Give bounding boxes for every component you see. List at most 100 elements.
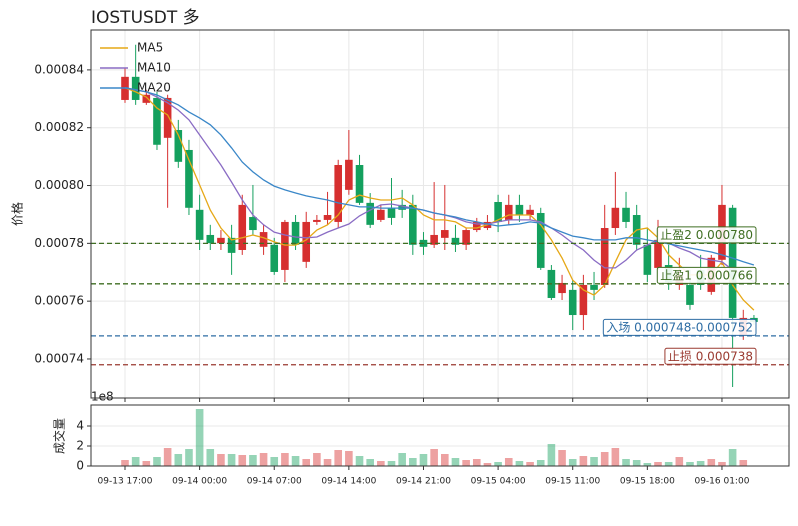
volume-bar bbox=[249, 455, 257, 466]
level-label: 止盈1 0.000766 bbox=[660, 268, 753, 282]
y-tick-label: 0.00084 bbox=[34, 62, 84, 76]
volume-bar bbox=[526, 462, 534, 466]
candle-body bbox=[494, 202, 502, 222]
x-tick-label: 09-14 00:00 bbox=[172, 477, 227, 487]
candle-body bbox=[291, 221, 300, 245]
candle-body bbox=[217, 237, 225, 244]
candle-body bbox=[558, 282, 566, 294]
candle-body bbox=[579, 284, 588, 316]
legend-label: MA5 bbox=[137, 41, 163, 55]
level-tag: 止盈2 0.000780 bbox=[656, 226, 757, 244]
volume-bar bbox=[355, 456, 364, 466]
y-tick-label: 0.00078 bbox=[34, 236, 84, 250]
volume-bar bbox=[387, 461, 396, 466]
volume-bar bbox=[611, 448, 620, 466]
volume-bar bbox=[718, 462, 726, 466]
candle-body bbox=[227, 237, 236, 253]
candle-body bbox=[195, 209, 204, 240]
x-tick-label: 09-15 04:00 bbox=[471, 477, 526, 487]
volume-bar bbox=[664, 462, 673, 466]
ma-line bbox=[124, 87, 755, 266]
volume-bar bbox=[217, 454, 225, 466]
volume-bar bbox=[590, 457, 598, 466]
volume-bar bbox=[558, 450, 566, 466]
level-box bbox=[656, 266, 757, 284]
volume-bar bbox=[739, 460, 748, 466]
candle-body bbox=[536, 212, 545, 268]
candle-body bbox=[686, 284, 694, 305]
volume-tick-label: 4 bbox=[76, 419, 84, 433]
x-tick-label: 09-16 01:00 bbox=[694, 477, 749, 487]
level-tag: 止盈1 0.000766 bbox=[656, 266, 757, 284]
candle-body bbox=[174, 130, 183, 162]
volume-bar bbox=[377, 461, 385, 466]
candle-body bbox=[387, 207, 396, 218]
candle-body bbox=[622, 207, 630, 222]
volume-axis-label: 成交量 bbox=[52, 418, 67, 454]
volume-bar bbox=[419, 454, 428, 466]
candle-body bbox=[398, 204, 406, 210]
level-box bbox=[602, 318, 757, 336]
candle-body bbox=[163, 97, 172, 138]
candle-body bbox=[568, 289, 577, 316]
y-tick-label: 0.00074 bbox=[34, 351, 84, 365]
candle-body bbox=[409, 204, 417, 245]
level-box bbox=[656, 226, 757, 244]
volume-bar bbox=[472, 459, 481, 466]
x-tick-label: 09-14 07:00 bbox=[247, 477, 302, 487]
candle-body bbox=[302, 221, 311, 262]
volume-bar bbox=[696, 461, 705, 466]
volume-bar bbox=[409, 458, 417, 466]
legend-label: MA20 bbox=[137, 81, 171, 95]
volume-bar bbox=[430, 449, 438, 466]
level-tag: 入场 0.000748-0.000752 bbox=[602, 318, 757, 336]
volume-bar bbox=[238, 455, 247, 466]
candle-body bbox=[185, 149, 193, 208]
x-tick-label: 09-15 18:00 bbox=[620, 477, 675, 487]
volume-bar bbox=[504, 458, 513, 466]
volume-bar bbox=[675, 457, 684, 466]
volume-bar bbox=[643, 463, 652, 466]
candle-body bbox=[345, 159, 353, 190]
volume-bar bbox=[142, 461, 151, 466]
volume-bar bbox=[515, 461, 524, 466]
candle-body bbox=[131, 76, 140, 100]
candle-body bbox=[643, 244, 652, 275]
volume-bar bbox=[547, 444, 556, 466]
volume-bar bbox=[568, 459, 577, 466]
volume-bar bbox=[451, 458, 460, 466]
volume-bar bbox=[654, 462, 662, 466]
volume-bar bbox=[366, 459, 374, 466]
volume-bar bbox=[121, 460, 129, 466]
candle-body bbox=[377, 209, 385, 220]
volume-bar bbox=[281, 453, 289, 466]
volume-bar bbox=[185, 449, 193, 466]
volume-bar bbox=[536, 460, 545, 466]
candle-body bbox=[451, 237, 460, 245]
candle-body bbox=[441, 230, 449, 238]
volume-bar bbox=[494, 462, 502, 466]
candle-body bbox=[366, 202, 374, 225]
volume-bar bbox=[323, 459, 332, 466]
level-label: 止盈2 0.000780 bbox=[660, 228, 753, 242]
candle-body bbox=[600, 228, 609, 285]
y-axis-label: 价格 bbox=[10, 202, 25, 226]
volume-bar bbox=[398, 453, 406, 466]
volume-bar bbox=[313, 453, 321, 466]
volume-bar bbox=[345, 451, 353, 466]
volume-bar bbox=[632, 460, 641, 466]
ma-line bbox=[124, 87, 755, 311]
x-tick-label: 09-13 17:00 bbox=[98, 477, 153, 487]
candle-body bbox=[611, 207, 620, 229]
candle-body bbox=[206, 234, 215, 244]
volume-bar bbox=[270, 457, 279, 466]
candle-body bbox=[462, 230, 470, 245]
volume-frame bbox=[90, 404, 790, 467]
legend-label: MA10 bbox=[137, 61, 171, 75]
volume-bar bbox=[227, 454, 236, 466]
candle-body bbox=[142, 94, 151, 103]
candle-body bbox=[313, 219, 321, 222]
y-tick-label: 0.00076 bbox=[34, 294, 84, 308]
candle-body bbox=[153, 97, 161, 145]
